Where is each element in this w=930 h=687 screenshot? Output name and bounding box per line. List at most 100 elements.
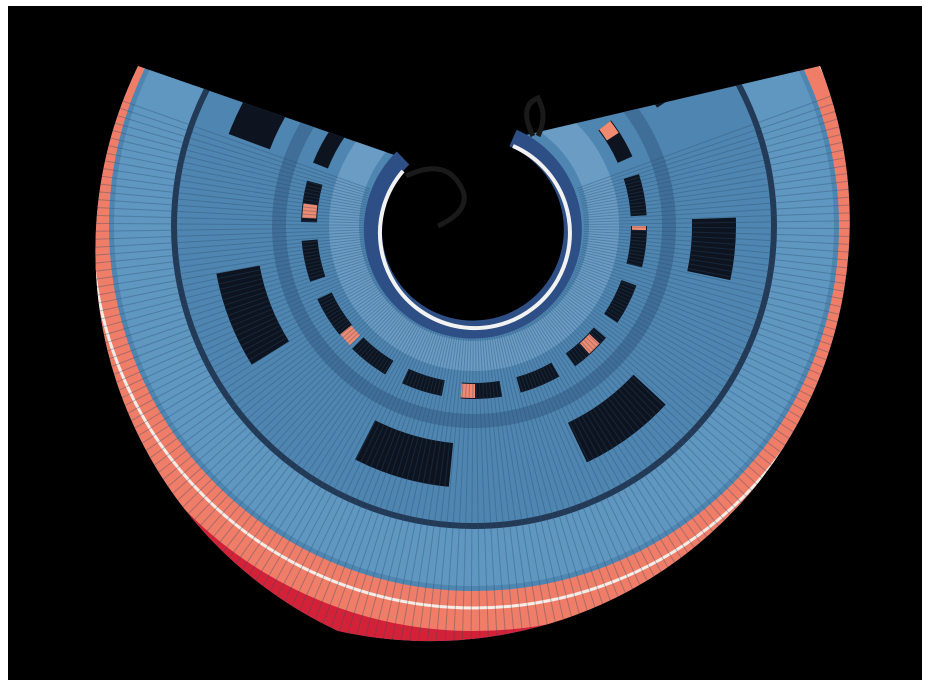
pleat-line [523, 323, 676, 618]
pleat-line [486, 335, 527, 642]
pleat-line [481, 335, 509, 642]
pleat-line [582, 146, 850, 207]
pleat-line [95, 194, 365, 219]
pleat-line [95, 269, 374, 403]
pleat-line [583, 219, 850, 225]
pleat-line [95, 271, 375, 412]
pleat-line [266, 322, 423, 615]
dark-ring-outer [171, 66, 777, 529]
pleat-line [95, 222, 365, 226]
pleat-line [95, 149, 366, 208]
pleat-line [95, 260, 371, 369]
photograph [8, 6, 922, 680]
pleat-line [95, 275, 377, 428]
pleat-line [212, 314, 410, 581]
pleat-line [317, 328, 436, 638]
pleat-line [138, 296, 391, 512]
pleat-line [470, 335, 474, 642]
pleat-line [197, 311, 406, 570]
pleat-line [95, 185, 365, 217]
pleat-line [95, 236, 365, 270]
pleat-line [219, 315, 412, 586]
light-indigo-ring [114, 66, 834, 586]
coral-squares [302, 66, 646, 398]
pleat-line [424, 335, 463, 642]
pleat-line [541, 312, 746, 574]
pleat-line [95, 277, 378, 436]
pleat-line [95, 204, 365, 222]
pleat-line [583, 210, 850, 223]
pleat-line [583, 237, 850, 276]
pleat-line [170, 305, 399, 545]
pleat-line [583, 191, 850, 219]
pleat-line [370, 332, 449, 642]
pleat-line [583, 226, 850, 230]
pleat-line [95, 263, 371, 377]
pleat-line [258, 321, 421, 611]
pleat-line [126, 293, 388, 498]
pleat-line [95, 267, 373, 395]
pleat-line [100, 283, 381, 460]
pleat-line [546, 307, 767, 556]
pleat-line [511, 329, 625, 640]
pleat-line [497, 333, 572, 642]
pleat-line [504, 331, 599, 642]
pleat-line [531, 319, 708, 600]
pleat-line [95, 229, 365, 242]
pleat-line [582, 240, 850, 285]
pleat-line [352, 331, 445, 642]
pleat-line [500, 332, 581, 642]
pleat-line [583, 182, 850, 216]
pleat-line [537, 315, 731, 585]
pleat-line [144, 298, 393, 519]
pleat-line [343, 330, 442, 642]
left-tie [404, 166, 467, 229]
pleat-line [535, 316, 723, 590]
pleat-line [176, 306, 401, 552]
pleat-line [479, 335, 500, 642]
pleat-line [235, 318, 415, 597]
pleat-line [95, 167, 366, 212]
pleat-line [491, 334, 545, 642]
white-waist-cord [377, 144, 572, 331]
pleat-line [243, 319, 417, 602]
pleat-line [506, 330, 608, 642]
pleat-line [527, 321, 692, 609]
pleat-line [583, 233, 850, 258]
right-tie [524, 94, 546, 138]
pleat-line [115, 289, 385, 483]
pleat-line [517, 326, 651, 630]
pleat-line [475, 335, 481, 642]
pleat-line [95, 281, 380, 452]
pleat-line [543, 310, 753, 568]
pleat-line [334, 330, 440, 642]
pleat-line [205, 312, 408, 575]
pleat-line [95, 254, 368, 342]
pleat-line [132, 295, 390, 505]
pleat-line [544, 309, 760, 562]
pleat-line [477, 335, 490, 642]
pleat-line [157, 302, 396, 533]
pleat-line [227, 316, 413, 592]
pleat-line [379, 333, 451, 642]
pleat-line [95, 245, 366, 306]
pleat-line [583, 235, 850, 267]
pleat-line [325, 329, 438, 641]
pleat-line [513, 328, 634, 637]
pleat-line [95, 231, 365, 252]
pleat-line [521, 324, 668, 622]
pleat-line [95, 240, 366, 288]
pleat-line [525, 322, 684, 614]
pleat-line [452, 335, 470, 642]
pleat-line [508, 329, 617, 642]
pleat-line [361, 332, 447, 642]
pleated-skirt-illustration [95, 66, 850, 642]
pleat-line [163, 303, 397, 539]
pleat-line [539, 313, 738, 579]
pleat-line [308, 327, 434, 635]
pleat-line [95, 238, 365, 279]
coral-band [95, 66, 850, 631]
pleat-line [283, 324, 427, 624]
pleat-line [250, 320, 419, 606]
